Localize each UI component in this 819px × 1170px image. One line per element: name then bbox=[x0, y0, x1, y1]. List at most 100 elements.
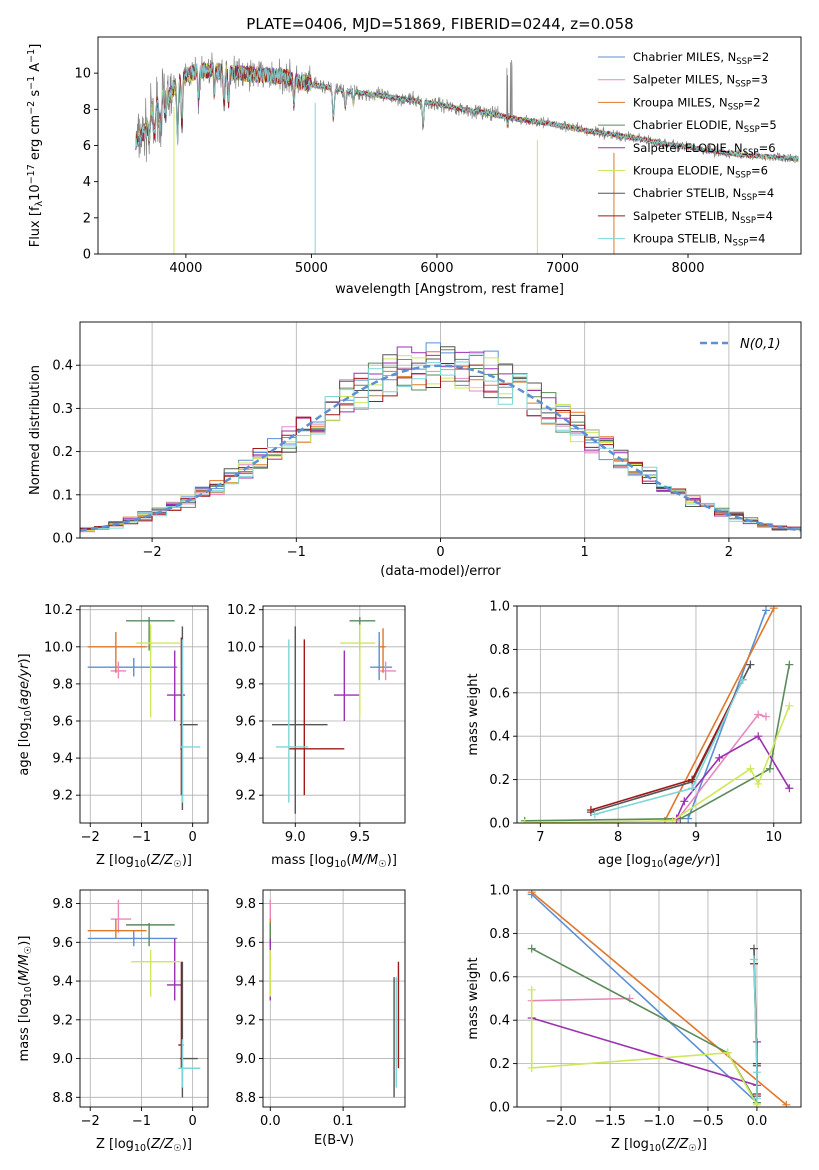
mass-weight-point bbox=[715, 753, 724, 762]
y-tick-label: 9.4 bbox=[52, 975, 73, 990]
spectrum-plot-area bbox=[135, 52, 799, 254]
y-tick-label: 10.2 bbox=[44, 603, 73, 618]
y-tick-label: 9.8 bbox=[52, 677, 73, 692]
mass_vs_ebv-frame bbox=[262, 889, 406, 1108]
y-tick-label: 9.4 bbox=[235, 975, 256, 990]
x-axis-label-rendered: Z [log10(Z/Z☉)] bbox=[96, 1137, 192, 1154]
y-tick-label: 0.6 bbox=[489, 970, 510, 985]
legend-nssp: 5 bbox=[769, 118, 776, 132]
x-tick-label: 5000 bbox=[295, 261, 328, 276]
age_vs_mass-frame bbox=[262, 605, 406, 824]
x-axis-label-rendered: mass [log10(M/M☉)] bbox=[271, 853, 397, 870]
legend-name: Salpeter STELIB bbox=[633, 209, 724, 223]
mass-weight-point bbox=[752, 1094, 761, 1103]
x-axis-label-rendered: age [log10(age/yr)] bbox=[598, 853, 720, 870]
y-tick-label: 9.8 bbox=[52, 897, 73, 912]
mass_vs_Z-plot-area bbox=[87, 899, 201, 1098]
legend-nssp: 4 bbox=[766, 209, 773, 223]
y-tick-label: 0.0 bbox=[489, 1101, 510, 1116]
model-spectrum-line bbox=[135, 63, 799, 162]
y-tick-label: 8 bbox=[83, 103, 91, 118]
x-axis-label-rendered: Z [log10(Z/Z☉)] bbox=[611, 1137, 707, 1154]
mass_vs_ebv-plot-area bbox=[269, 899, 400, 1098]
y-tick-label: 0.8 bbox=[489, 643, 510, 658]
x-tick-label: 0.1 bbox=[333, 1114, 354, 1129]
x-tick-label: −1 bbox=[132, 1114, 151, 1129]
mass-weight-point bbox=[749, 955, 758, 964]
y-tick-label: 6 bbox=[83, 139, 91, 154]
y-tick-label: 0.2 bbox=[489, 773, 510, 788]
x-tick-label: 7 bbox=[536, 830, 544, 845]
spectrum-axes: 4000 5000 6000 7000 8000 0 2 4 6 8 10 wavelength [A… bbox=[26, 36, 802, 297]
mass-weight-point bbox=[761, 606, 770, 615]
mass-weight-point bbox=[527, 985, 536, 994]
mass-weight-point bbox=[785, 784, 794, 793]
y-tick-label: 0.4 bbox=[489, 1014, 510, 1029]
mass-weight-line bbox=[530, 989, 758, 1106]
x-tick-label: 9 bbox=[692, 830, 700, 845]
mass-weight-point bbox=[754, 710, 763, 719]
mass-weight-point bbox=[590, 810, 599, 819]
y-tick-label: 0.6 bbox=[489, 686, 510, 701]
x-tick-label: −1.0 bbox=[643, 1114, 675, 1129]
residuals-axes: −2 −1 0 1 2 0.0 0.1 0.2 0.3 0.4 (data-model)/error… bbox=[28, 321, 802, 579]
x-tick-label: 2 bbox=[725, 545, 733, 560]
y-tick-label: 0.0 bbox=[52, 532, 73, 547]
y-tick-label: 9.4 bbox=[52, 752, 73, 767]
legend-entry: Salpeter ELODIE, NSSP=6 bbox=[633, 141, 776, 158]
y-tick-label: 0.3 bbox=[52, 402, 73, 417]
mass-weight-point bbox=[785, 701, 794, 710]
legend-entry: Kroupa MILES, NSSP=2 bbox=[633, 95, 760, 112]
y-tick-label: 9.2 bbox=[235, 789, 256, 804]
mass_vs_ebv-axes: 0.0 0.1 8.8 9.0 9.2 9.4 9.6 9.8 E(B-V) bbox=[235, 889, 406, 1148]
mass-weight-point bbox=[684, 814, 693, 823]
mass-weight-point bbox=[520, 819, 529, 823]
legend-nssp: 2 bbox=[762, 50, 769, 64]
mass-weight-line bbox=[590, 664, 752, 813]
mass-weight-line bbox=[531, 997, 630, 1002]
y-tick-label: 9.6 bbox=[52, 714, 73, 729]
legend-nssp: 4 bbox=[758, 232, 765, 246]
age_vs_Z-axes: −2 −1 0 9.2 9.4 9.6 9.8 10.0 10.2 Z [log10(Z/Z☉)]… bbox=[17, 603, 209, 870]
y-axis-label: mass weight bbox=[466, 957, 481, 1039]
y-tick-label: 0.2 bbox=[489, 1057, 510, 1072]
y-tick-label: 8.8 bbox=[235, 1091, 256, 1106]
mass-weight-line bbox=[531, 893, 758, 1104]
x-tick-label: −2 bbox=[81, 1114, 100, 1129]
legend-entry: Salpeter STELIB, NSSP=4 bbox=[633, 209, 773, 226]
mass-weight-point bbox=[527, 1063, 536, 1072]
legend-nssp: 3 bbox=[761, 73, 768, 87]
mass-weight-point bbox=[746, 660, 755, 669]
y-tick-label: 1.0 bbox=[489, 884, 510, 899]
mass-weight-point bbox=[752, 1068, 761, 1077]
x-tick-label: 10 bbox=[765, 830, 782, 845]
legend-name: Kroupa STELIB bbox=[633, 232, 717, 246]
mass-weight-point bbox=[527, 890, 536, 897]
y-tick-label: 9.8 bbox=[235, 897, 256, 912]
x-tick-label: −2 bbox=[143, 545, 162, 560]
y-axis-label-rendered: Flux [fλ10−17 erg cm−2 s−1 A−1] bbox=[26, 44, 45, 248]
y-tick-label: 0.4 bbox=[52, 359, 73, 374]
y-tick-label: 0.1 bbox=[52, 488, 73, 503]
mass-weight-point bbox=[723, 1048, 732, 1057]
y-axis-label-rendered: mass [log10(M/M☉)] bbox=[17, 936, 34, 1062]
residuals-plot-area bbox=[80, 342, 801, 535]
legend-name: Chabrier STELIB bbox=[633, 186, 725, 200]
y-tick-label: 10.2 bbox=[227, 603, 256, 618]
mass-weight-point bbox=[527, 944, 536, 953]
x-tick-label: 8000 bbox=[671, 261, 704, 276]
mass-weight-point bbox=[754, 732, 763, 741]
y-tick-label: 1.0 bbox=[489, 600, 510, 615]
x-tick-label: 0 bbox=[188, 1114, 196, 1129]
y-tick-label: 10.0 bbox=[227, 640, 256, 655]
mass_vs_Z-axes: −2−108.89.09.29.49.69.8Z [log10(Z/Z☉)]Z … bbox=[17, 889, 209, 1154]
y-tick-label: 9.0 bbox=[235, 1052, 256, 1067]
x-tick-label: 0 bbox=[188, 830, 196, 845]
mass-weight-point bbox=[754, 779, 763, 788]
y-tick-label: 0.0 bbox=[489, 817, 510, 832]
x-tick-label: −1.5 bbox=[594, 1114, 626, 1129]
x-tick-label: 6000 bbox=[420, 261, 453, 276]
x-tick-label: −0.5 bbox=[692, 1114, 724, 1129]
y-tick-label: 9.2 bbox=[52, 789, 73, 804]
